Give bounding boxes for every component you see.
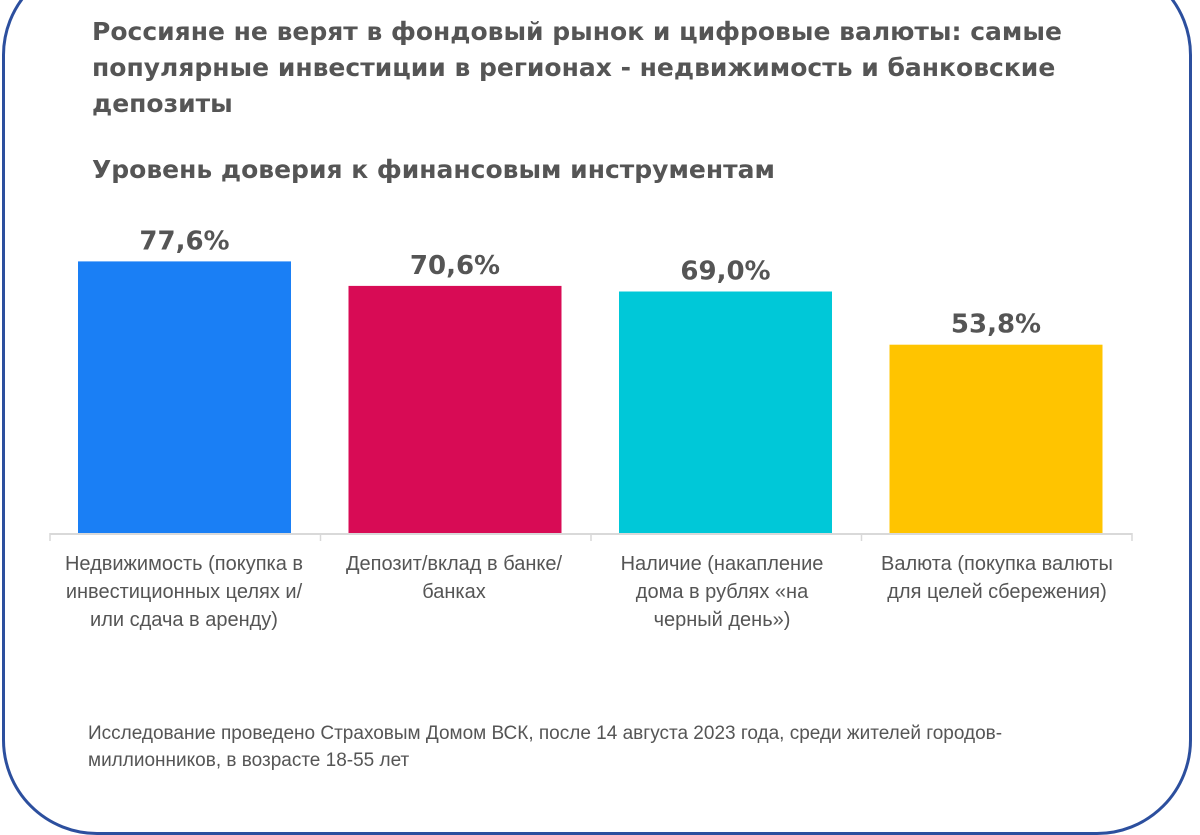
- chart-title: Россияне не верят в фондовый рынок и циф…: [92, 17, 1062, 118]
- bar: [78, 261, 291, 533]
- data-label: 69,0%: [680, 257, 770, 287]
- category-label: Недвижимость (покупка в инвестиционных ц…: [64, 553, 304, 631]
- data-label: 70,6%: [410, 251, 500, 281]
- bar-chart: 77,6% 70,6% 69,0% 53,8%: [49, 226, 1133, 541]
- category-label: Депозит/вклад в банке/банках: [345, 553, 563, 603]
- data-label: 53,8%: [951, 310, 1041, 340]
- chart-subtitle: Уровень доверия к финансовым инструмента…: [92, 155, 775, 184]
- source-note: Исследование проведено Страховым Домом В…: [88, 723, 1003, 771]
- bar: [889, 344, 1103, 533]
- bar: [348, 285, 562, 533]
- category-label: Валюта (покупка валюты для целей сбереже…: [881, 553, 1113, 603]
- bar: [619, 291, 832, 533]
- category-label: Наличие (накапление дома в рублях «на че…: [620, 553, 824, 631]
- data-label: 77,6%: [139, 226, 229, 256]
